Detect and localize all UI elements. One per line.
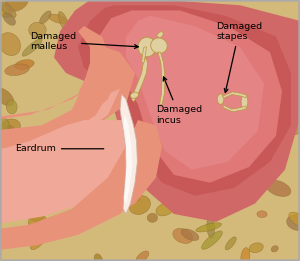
Ellipse shape: [225, 237, 236, 250]
Ellipse shape: [74, 45, 96, 59]
Ellipse shape: [71, 23, 90, 39]
Ellipse shape: [58, 11, 69, 33]
Ellipse shape: [285, 118, 300, 135]
Ellipse shape: [218, 44, 240, 52]
Ellipse shape: [83, 176, 91, 187]
Ellipse shape: [28, 214, 46, 229]
Ellipse shape: [49, 14, 67, 23]
Ellipse shape: [145, 27, 160, 40]
Ellipse shape: [289, 212, 300, 228]
Ellipse shape: [123, 23, 138, 38]
Ellipse shape: [92, 91, 101, 99]
Ellipse shape: [241, 94, 248, 109]
Ellipse shape: [27, 208, 43, 222]
Ellipse shape: [59, 131, 83, 148]
Ellipse shape: [129, 181, 140, 190]
Ellipse shape: [8, 169, 19, 180]
Ellipse shape: [105, 188, 122, 202]
Ellipse shape: [0, 33, 21, 56]
Ellipse shape: [278, 96, 293, 108]
Text: Eardrum: Eardrum: [15, 144, 104, 153]
Ellipse shape: [78, 177, 98, 192]
Ellipse shape: [171, 196, 185, 210]
Ellipse shape: [193, 65, 213, 83]
Ellipse shape: [110, 148, 134, 156]
Ellipse shape: [132, 2, 140, 14]
Ellipse shape: [151, 38, 167, 54]
Ellipse shape: [122, 9, 149, 20]
Ellipse shape: [181, 229, 199, 241]
Ellipse shape: [271, 246, 278, 252]
Ellipse shape: [280, 101, 292, 119]
Ellipse shape: [15, 60, 34, 69]
Ellipse shape: [4, 161, 11, 167]
Polygon shape: [124, 115, 132, 204]
Ellipse shape: [0, 88, 14, 106]
Ellipse shape: [165, 104, 173, 127]
Ellipse shape: [3, 13, 16, 25]
Ellipse shape: [130, 92, 138, 98]
Ellipse shape: [287, 214, 300, 230]
Polygon shape: [0, 52, 120, 149]
Ellipse shape: [253, 163, 270, 180]
Polygon shape: [142, 47, 146, 63]
Polygon shape: [54, 0, 300, 222]
Ellipse shape: [274, 31, 289, 51]
Text: Damaged
stapes: Damaged stapes: [216, 22, 262, 92]
Ellipse shape: [242, 156, 256, 169]
Ellipse shape: [6, 100, 17, 114]
Ellipse shape: [117, 16, 130, 24]
Polygon shape: [99, 10, 282, 183]
Ellipse shape: [250, 102, 267, 118]
Ellipse shape: [249, 243, 263, 253]
Polygon shape: [158, 52, 165, 104]
Ellipse shape: [106, 89, 120, 100]
Ellipse shape: [73, 118, 87, 129]
Ellipse shape: [156, 203, 174, 216]
Ellipse shape: [79, 54, 97, 72]
Ellipse shape: [223, 135, 238, 148]
Ellipse shape: [196, 223, 222, 232]
Ellipse shape: [195, 111, 211, 125]
Ellipse shape: [217, 94, 224, 104]
Polygon shape: [157, 31, 164, 38]
Ellipse shape: [161, 147, 173, 168]
Ellipse shape: [179, 18, 196, 35]
Polygon shape: [0, 26, 108, 120]
Ellipse shape: [277, 24, 292, 34]
Ellipse shape: [84, 3, 100, 17]
Ellipse shape: [35, 221, 46, 229]
Polygon shape: [0, 89, 120, 151]
Ellipse shape: [22, 39, 42, 56]
Ellipse shape: [266, 180, 291, 197]
Ellipse shape: [147, 213, 158, 222]
Ellipse shape: [256, 23, 264, 32]
Ellipse shape: [249, 60, 262, 68]
Ellipse shape: [122, 94, 140, 113]
Ellipse shape: [158, 43, 174, 57]
Ellipse shape: [93, 11, 104, 22]
Ellipse shape: [157, 65, 172, 81]
Ellipse shape: [29, 171, 53, 183]
Ellipse shape: [4, 148, 16, 163]
Ellipse shape: [187, 100, 211, 109]
Polygon shape: [131, 57, 148, 102]
Ellipse shape: [239, 151, 257, 173]
Ellipse shape: [246, 164, 255, 183]
Ellipse shape: [5, 0, 29, 11]
Ellipse shape: [53, 120, 71, 137]
Ellipse shape: [255, 172, 265, 187]
Ellipse shape: [29, 22, 46, 38]
Ellipse shape: [114, 195, 133, 202]
Polygon shape: [222, 105, 247, 112]
Ellipse shape: [199, 64, 210, 74]
Ellipse shape: [220, 23, 229, 31]
Ellipse shape: [236, 150, 253, 174]
Text: Damaged
incus: Damaged incus: [156, 77, 202, 124]
Ellipse shape: [0, 202, 10, 220]
Ellipse shape: [238, 81, 248, 98]
Ellipse shape: [5, 64, 29, 75]
Ellipse shape: [16, 180, 34, 199]
Ellipse shape: [31, 230, 48, 250]
